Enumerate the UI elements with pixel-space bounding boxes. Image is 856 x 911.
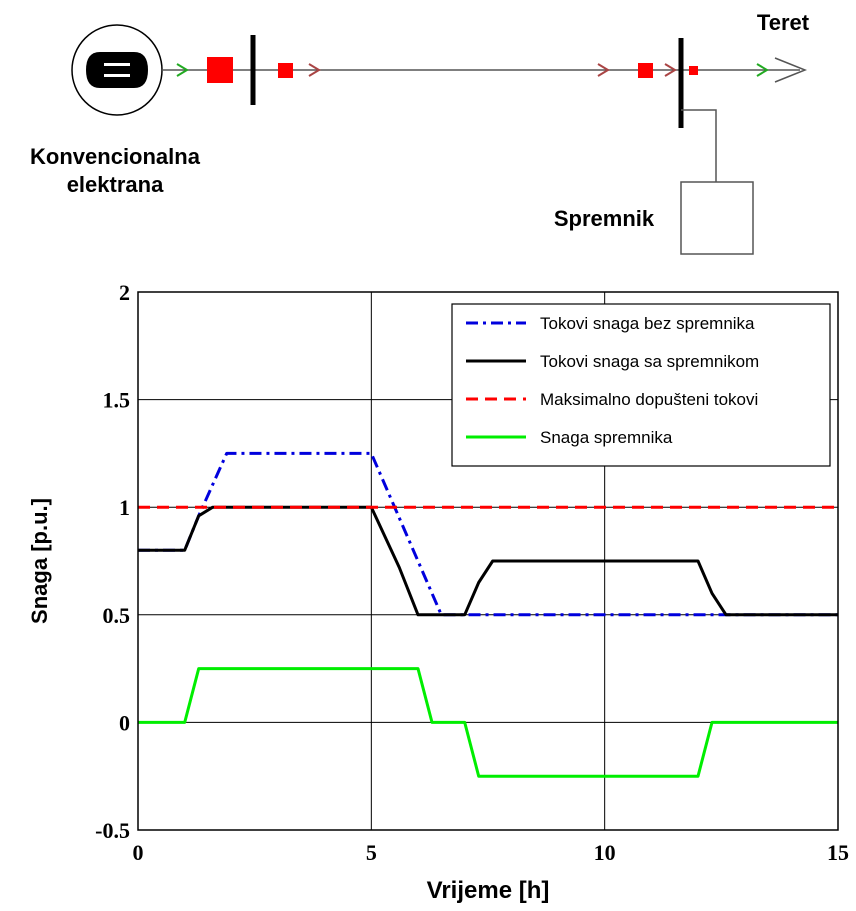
flow-arrow-icon	[597, 63, 610, 77]
storage-label: Spremnik	[554, 206, 655, 231]
x-tick-label: 10	[594, 840, 616, 865]
legend-entry-label: Tokovi snaga bez spremnika	[540, 314, 755, 333]
x-tick-label: 5	[366, 840, 377, 865]
flow-arrow-icon	[176, 63, 189, 77]
series-line-1	[138, 451, 838, 617]
storage-line	[681, 109, 717, 182]
generator-label-line2: elektrana	[67, 172, 164, 197]
y-tick-label: 2	[119, 280, 130, 305]
x-tick-label: 0	[133, 840, 144, 865]
y-tick-label: 1	[119, 495, 130, 520]
plot-frame	[137, 291, 839, 831]
series-line-4	[138, 667, 838, 778]
legend: Tokovi snaga bez spremnika Tokovi snaga s…	[451, 303, 831, 467]
series-layer	[138, 451, 838, 778]
generator-label: Konvencionalna	[30, 144, 201, 169]
y-tick-label: 1.5	[103, 388, 131, 413]
legend-entry-label: Tokovi snaga sa spremnikom	[540, 352, 759, 371]
y-tick-label: 0.5	[103, 603, 131, 628]
breaker-icon	[207, 57, 233, 83]
tick-labels: 0 5 10 15-0.500.511.52	[95, 280, 849, 865]
x-tick-label: 15	[827, 840, 849, 865]
legend-entry-label: Snaga spremnika	[540, 428, 673, 447]
storage-box	[680, 181, 754, 255]
series-line-2	[138, 505, 838, 617]
breaker-icon	[638, 63, 653, 78]
y-tick-label: 0	[119, 710, 130, 735]
generator-icon	[71, 24, 163, 116]
y-axis-label: Snaga [p.u.]	[27, 498, 52, 624]
load-label: Teret	[757, 10, 810, 35]
breaker-icon	[278, 63, 293, 78]
legend-entry-label: Maksimalno dopušteni tokovi	[540, 390, 758, 409]
power-system-diagram: Konvencionalna elektrana Teret Spremnik	[30, 10, 810, 255]
flow-arrow-icon	[664, 63, 677, 77]
chart: 0 5 10 15-0.500.511.52 Vrijeme [h] Snaga [p…	[27, 280, 849, 904]
flow-arrow-icon	[756, 63, 769, 77]
load-arrow-icon	[774, 57, 808, 83]
breaker-icon	[689, 66, 698, 75]
y-tick-label: -0.5	[95, 818, 130, 843]
flow-arrow-icon	[308, 63, 321, 77]
x-axis-label: Vrijeme [h]	[427, 877, 550, 904]
legend-box	[451, 303, 831, 467]
